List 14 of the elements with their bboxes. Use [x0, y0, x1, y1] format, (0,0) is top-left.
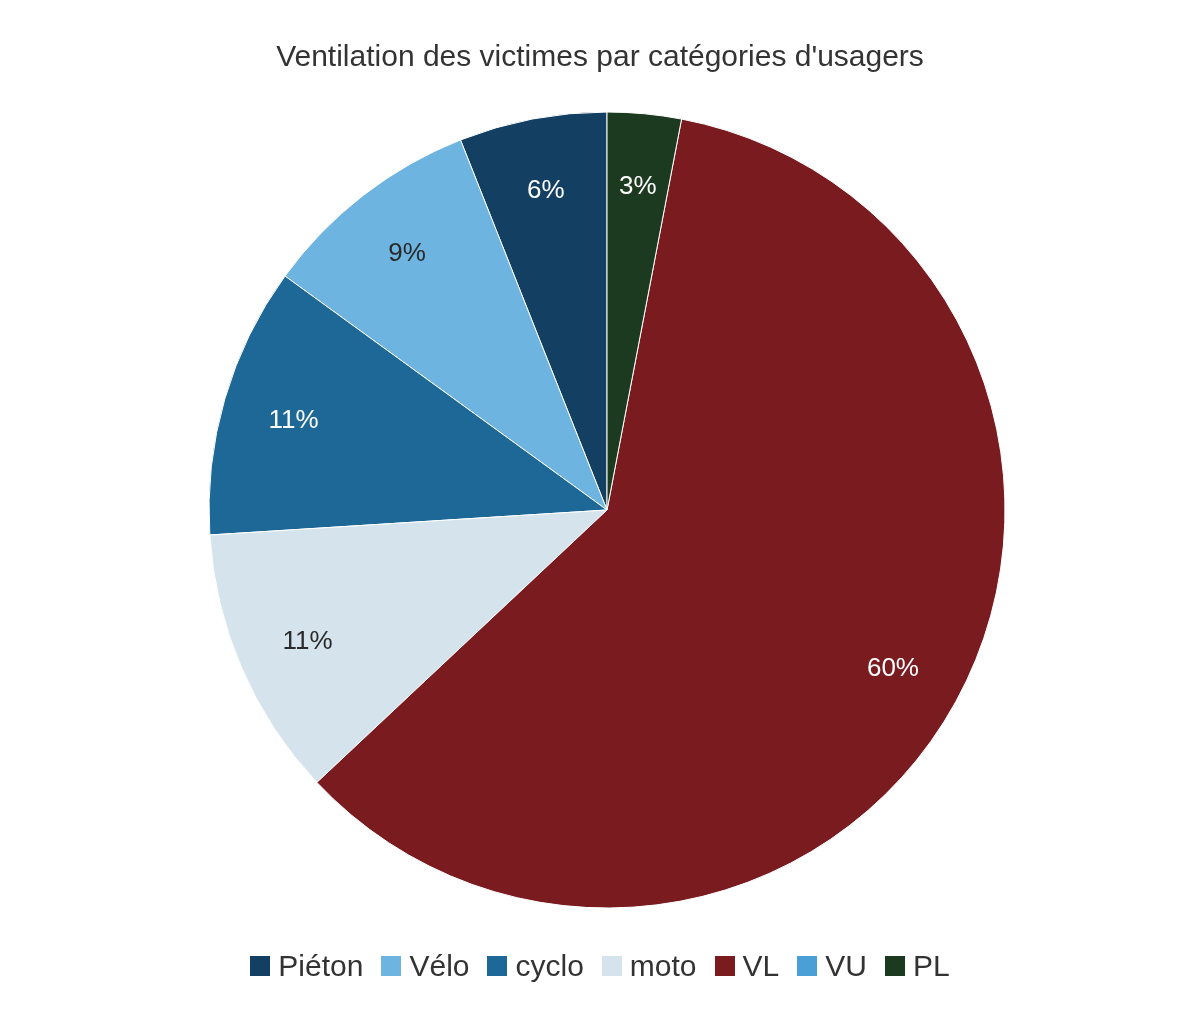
chart-title: Ventilation des victimes par catégories d'usagers	[276, 39, 924, 72]
legend-label: VU	[824, 949, 867, 983]
legend-label: Vélo	[408, 949, 470, 983]
data-label: 11%	[282, 624, 333, 655]
data-label: 60%	[866, 652, 920, 683]
legend-label: VL	[741, 949, 780, 983]
legend-label: PL	[911, 949, 950, 983]
legend-label: Piéton	[277, 949, 364, 983]
data-label: 3%	[618, 170, 657, 201]
legend-label: cyclo	[514, 949, 584, 983]
data-label: 11%	[268, 403, 319, 434]
data-label: 9%	[388, 237, 426, 268]
data-label: 6%	[527, 174, 565, 205]
legend-label: moto	[628, 949, 697, 983]
